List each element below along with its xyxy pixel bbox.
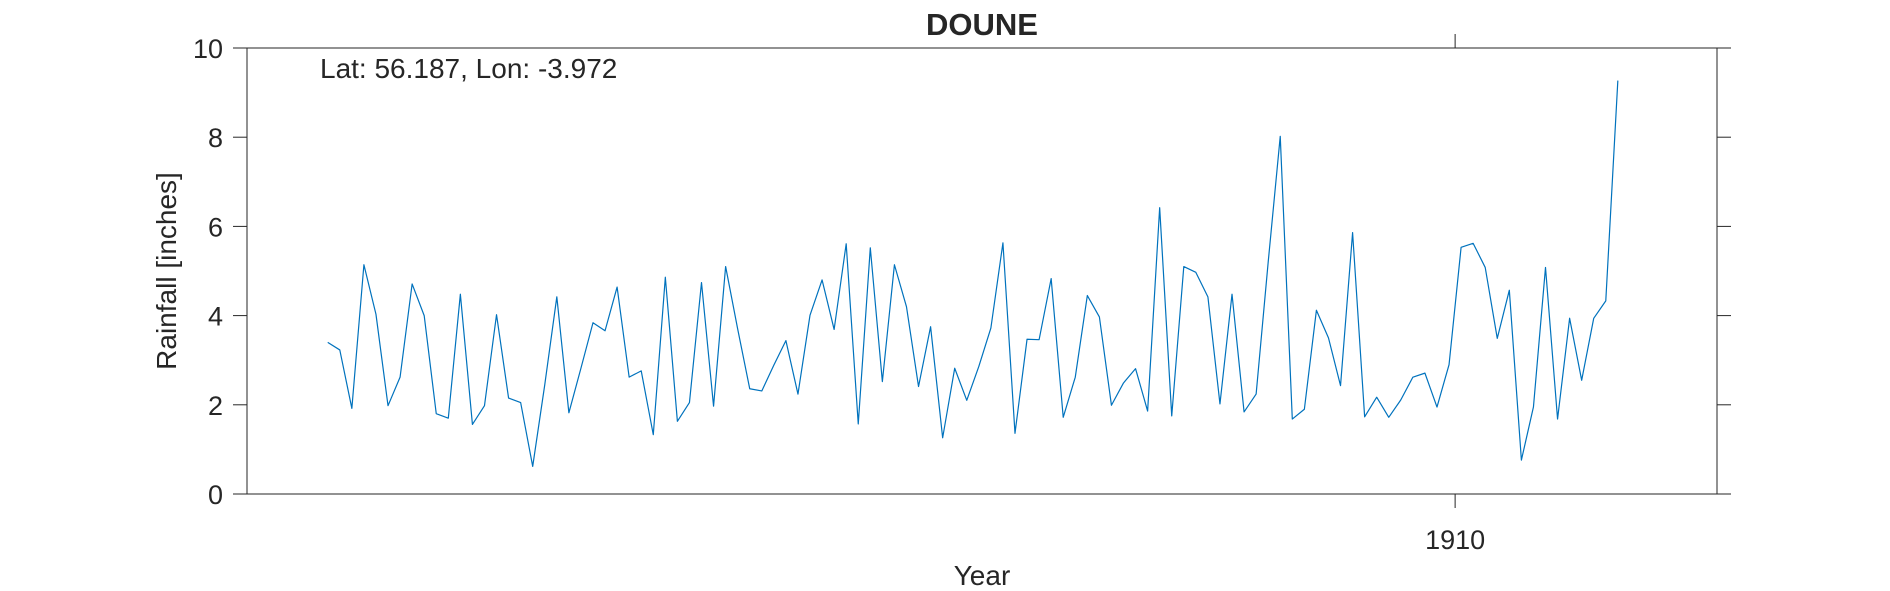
tick-labels: 0 2 4 6 8 10 1910 [193, 34, 1485, 555]
y-tick-label: 10 [193, 34, 223, 64]
x-axis-label: Year [954, 560, 1011, 591]
y-tick-label: 6 [208, 212, 223, 242]
axes-box [246, 47, 1718, 495]
y-axis-label: Rainfall [inches] [151, 172, 182, 370]
y-tick-label: 2 [208, 391, 223, 421]
y-tick-label: 0 [208, 480, 223, 510]
rainfall-series-line [327, 80, 1619, 467]
chart-title: DOUNE [926, 7, 1038, 42]
axis-ticks [233, 34, 1731, 508]
y-tick-label: 4 [208, 302, 223, 332]
location-annotation: Lat: 56.187, Lon: -3.972 [320, 53, 617, 84]
y-tick-label: 8 [208, 123, 223, 153]
x-tick-label: 1910 [1425, 525, 1485, 555]
